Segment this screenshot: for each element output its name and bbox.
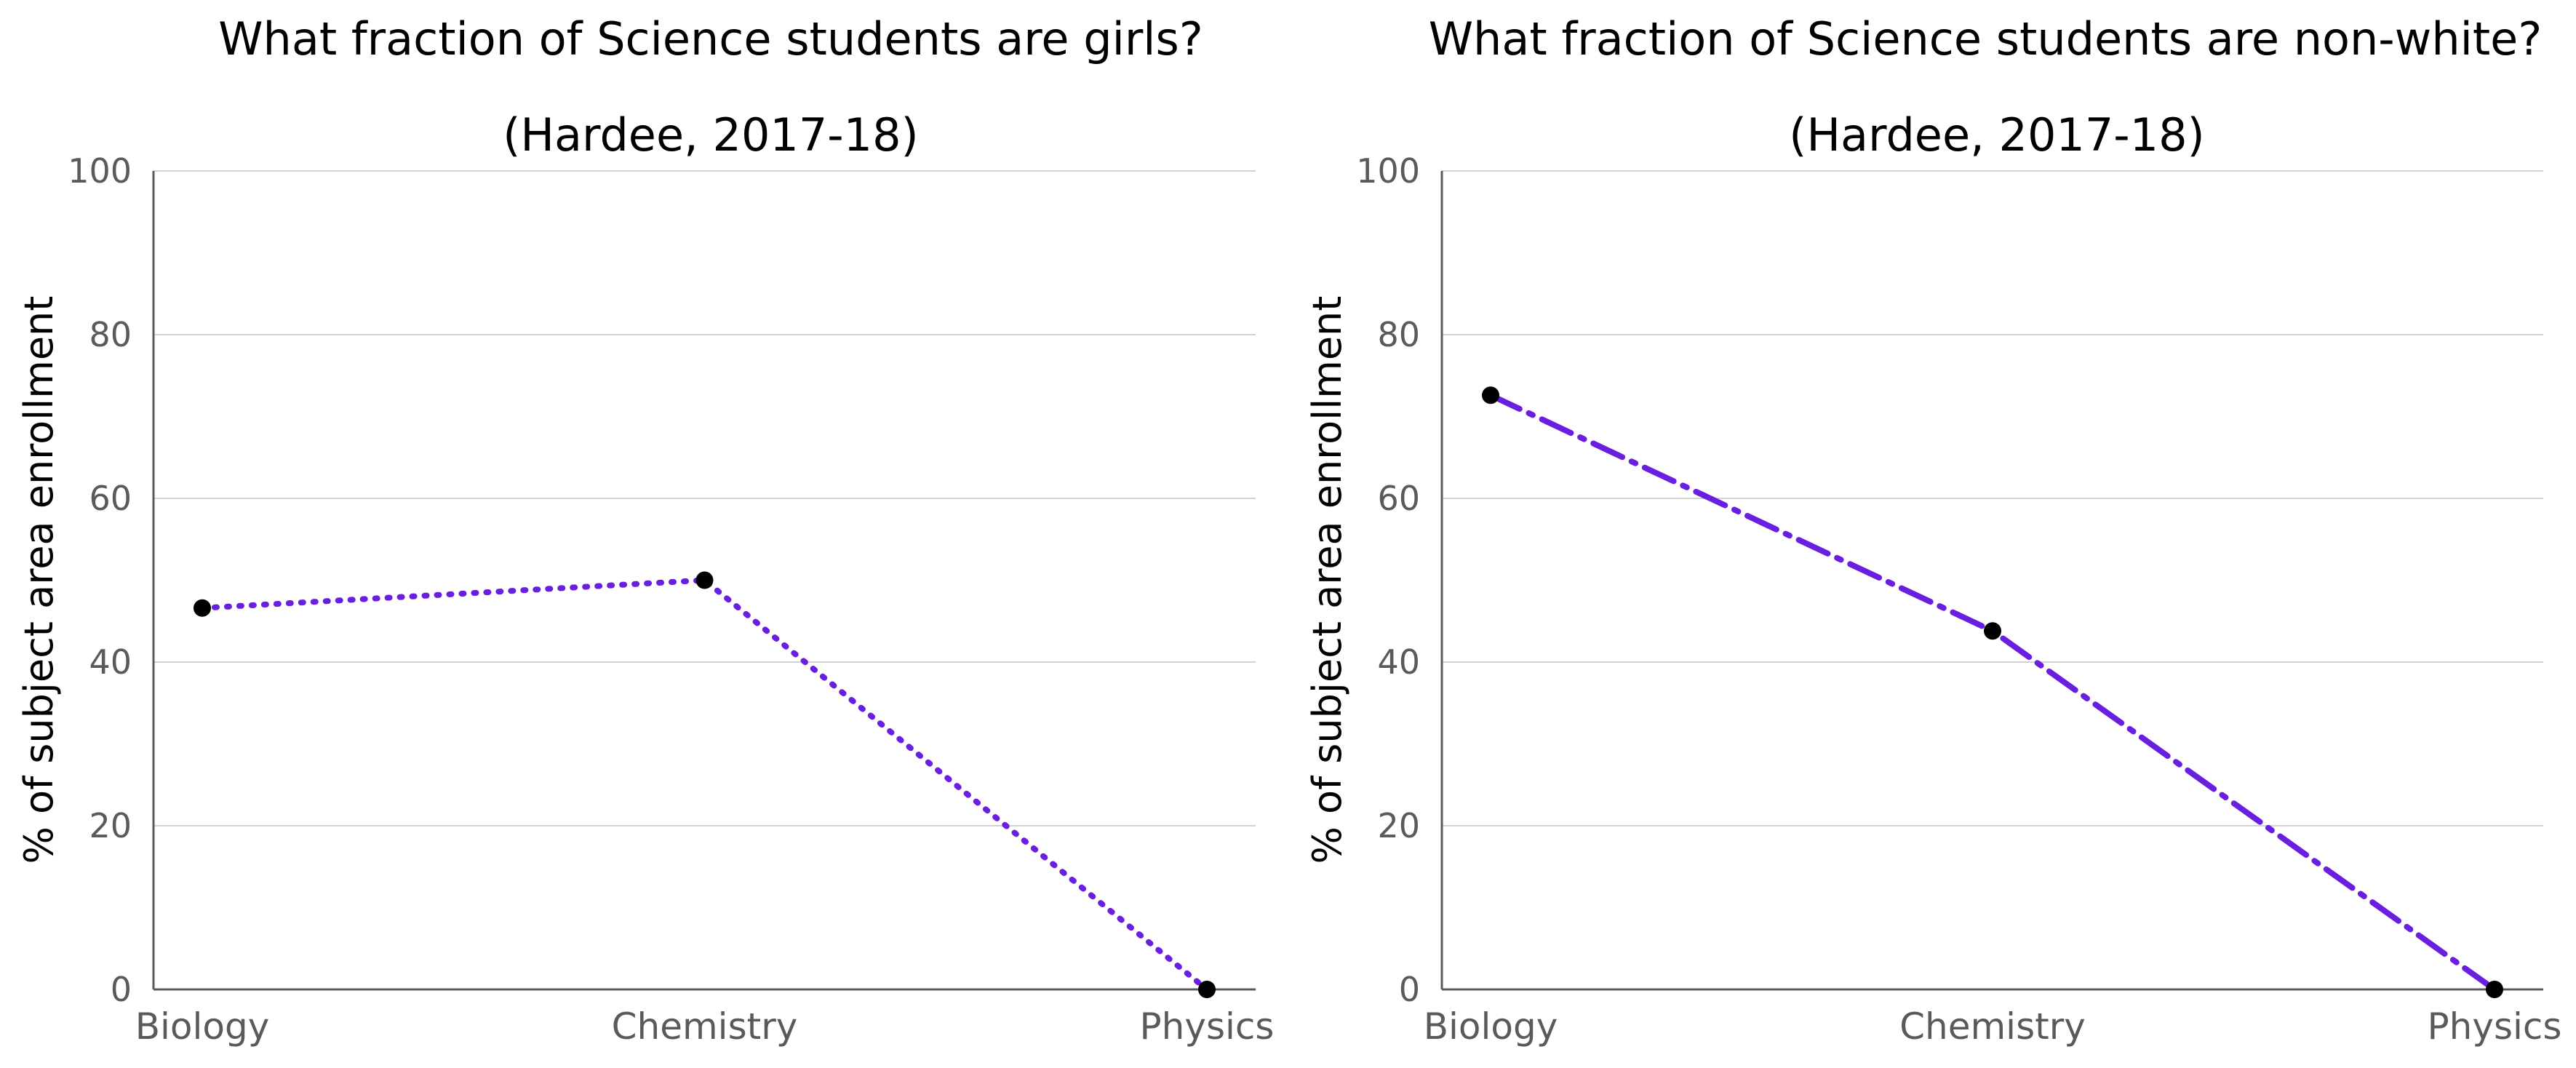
- data-point: [695, 571, 714, 589]
- y-tick-label: 20: [1377, 806, 1420, 845]
- y-ticks: 0 20 40 60 80 100: [1356, 151, 1420, 1009]
- x-tick-label: Physics: [2428, 1005, 2562, 1048]
- y-tick-label: 60: [1377, 479, 1420, 518]
- y-ticks: 0 20 40 60 80 100: [68, 151, 132, 1009]
- series-group: [194, 571, 1216, 998]
- chart-non-white: What fraction of Science students are no…: [1304, 12, 2561, 1048]
- data-point: [2486, 981, 2503, 998]
- y-tick-label: 40: [89, 642, 132, 682]
- series-line: [1488, 392, 2497, 992]
- y-tick-label: 0: [1399, 970, 1420, 1009]
- x-tick-label: Biology: [1424, 1005, 1558, 1048]
- x-tick-label: Physics: [1140, 1005, 1275, 1048]
- x-tick-label: Chemistry: [612, 1005, 798, 1048]
- chart-title: What fraction of Science students are no…: [1429, 12, 2542, 65]
- x-tick-label: Biology: [135, 1005, 270, 1048]
- y-tick-label: 20: [89, 806, 132, 845]
- grid-lines: [153, 170, 1256, 826]
- axes: [152, 171, 1256, 991]
- chart-title: What fraction of Science students are gi…: [218, 12, 1203, 65]
- y-tick-label: 80: [1377, 315, 1420, 354]
- chart-subtitle: (Hardee, 2017-18): [503, 108, 919, 162]
- chart-girls: What fraction of Science students are gi…: [16, 12, 1274, 1048]
- grid-lines: [1442, 170, 2543, 826]
- x-tick-label: Chemistry: [1899, 1005, 2086, 1048]
- chart-subtitle: (Hardee, 2017-18): [1789, 108, 2205, 162]
- series-line: [199, 577, 1210, 992]
- y-tick-label: 40: [1377, 642, 1420, 682]
- x-ticks: Biology Chemistry Physics: [135, 1005, 1275, 1048]
- y-tick-label: 60: [89, 479, 132, 518]
- x-ticks: Biology Chemistry Physics: [1424, 1005, 2562, 1048]
- y-axis-title: % of subject area enrollment: [1304, 296, 1350, 864]
- axes: [1440, 171, 2543, 991]
- data-point: [1482, 386, 1499, 405]
- data-point: [194, 599, 211, 617]
- y-tick-label: 100: [68, 151, 132, 191]
- y-tick-label: 80: [89, 315, 132, 354]
- y-axis-title: % of subject area enrollment: [16, 296, 62, 864]
- data-point: [1984, 622, 2001, 640]
- y-tick-label: 100: [1356, 151, 1420, 191]
- y-tick-label: 0: [111, 970, 132, 1009]
- data-point: [1198, 981, 1216, 998]
- series-group: [1482, 386, 2503, 998]
